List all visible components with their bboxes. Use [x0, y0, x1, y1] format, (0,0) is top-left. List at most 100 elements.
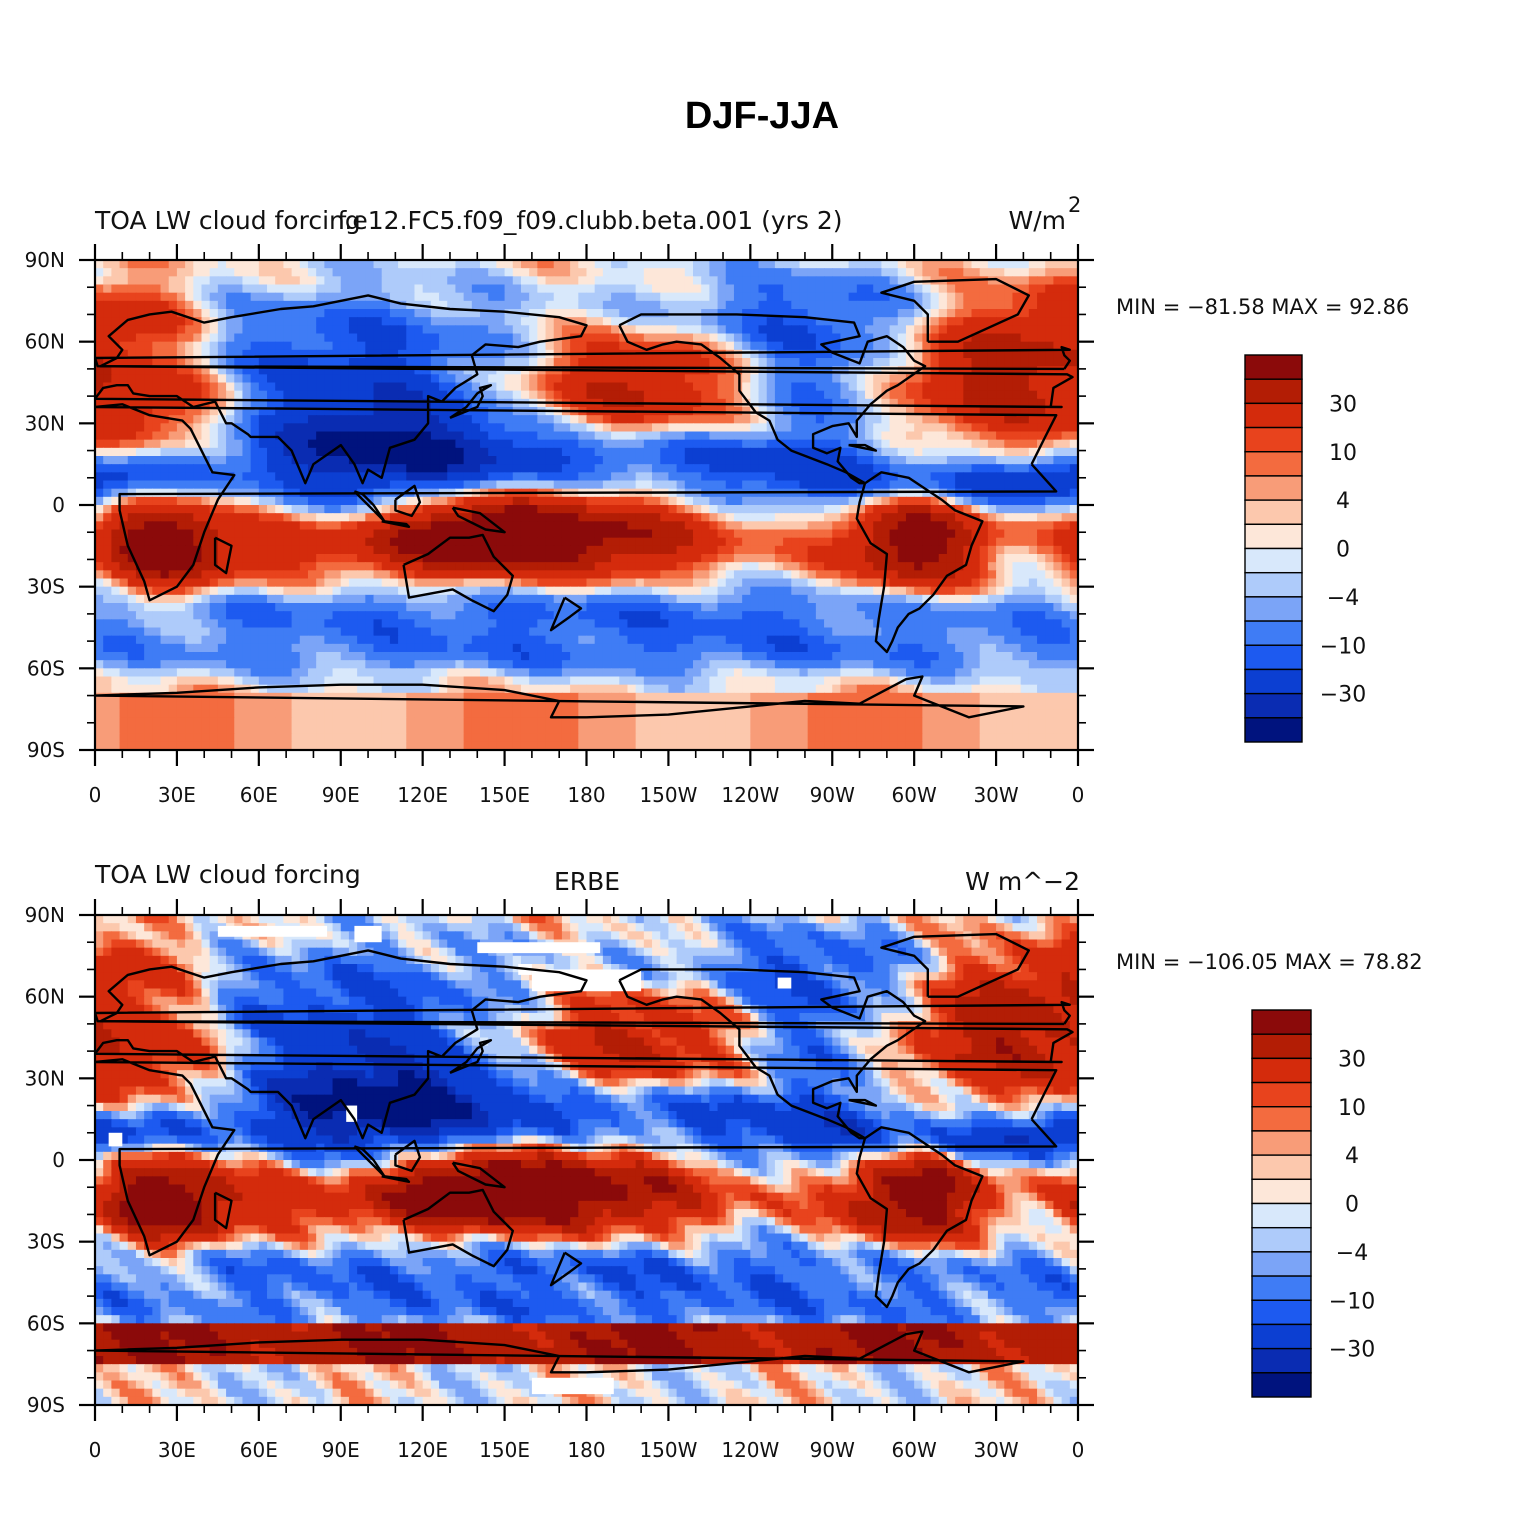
- field-cell: [373, 456, 383, 465]
- field-cell: [496, 586, 506, 596]
- field-cell: [865, 325, 874, 335]
- field-cell: [553, 423, 563, 433]
- field-cell: [258, 521, 268, 531]
- field-cell: [471, 480, 481, 490]
- field-cell: [635, 545, 645, 555]
- field-cell: [316, 268, 325, 277]
- field-cell: [193, 472, 203, 482]
- field-cell: [480, 447, 489, 457]
- field-cell: [561, 537, 571, 547]
- field-cell: [135, 349, 145, 359]
- field-cell: [807, 578, 817, 588]
- field-cell: [627, 594, 637, 604]
- field-cell: [758, 390, 768, 400]
- field-cell: [496, 390, 506, 400]
- field-cell: [439, 594, 448, 604]
- field-cell: [267, 554, 276, 563]
- field-cell: [520, 456, 530, 465]
- field-cell: [717, 537, 727, 547]
- field-cell: [365, 505, 375, 514]
- field-cell: [832, 407, 842, 416]
- field-cell: [226, 578, 235, 588]
- field-cell: [504, 325, 514, 335]
- field-cell: [283, 415, 293, 424]
- field-cell: [742, 456, 751, 465]
- field-cell: [373, 333, 383, 343]
- field-cell: [897, 480, 907, 490]
- field-cell: [357, 578, 366, 588]
- field-cell: [381, 276, 391, 286]
- field-cell: [914, 284, 923, 294]
- field-cell: [340, 513, 350, 522]
- field-cell: [406, 398, 416, 408]
- field-cell: [619, 537, 629, 547]
- field-cell: [586, 300, 596, 310]
- field-cell: [987, 382, 997, 392]
- field-cell: [971, 545, 981, 555]
- field-cell: [512, 554, 522, 563]
- field-cell: [357, 358, 366, 367]
- field-cell: [717, 447, 727, 457]
- field-cell: [930, 349, 940, 359]
- field-cell: [512, 268, 522, 277]
- field-cell: [856, 292, 866, 302]
- field-cell: [897, 496, 907, 506]
- field-cell: [930, 447, 940, 457]
- field-cell: [250, 415, 260, 424]
- field-cell: [283, 537, 293, 547]
- field-cell: [570, 374, 579, 384]
- field-cell: [905, 374, 915, 384]
- field-cell: [594, 537, 604, 547]
- field-cell: [930, 529, 940, 539]
- field-cell: [1053, 325, 1063, 335]
- field-cell: [299, 292, 309, 302]
- field-cell: [439, 439, 448, 449]
- field-cell: [865, 390, 874, 400]
- field-cell: [119, 456, 129, 465]
- field-cell: [611, 513, 620, 522]
- field-cell: [881, 578, 891, 588]
- field-cell: [578, 374, 588, 384]
- field-cell: [783, 480, 792, 490]
- field-cell: [971, 456, 981, 465]
- field-cell: [340, 554, 350, 563]
- panel-units: W/m: [1009, 206, 1067, 235]
- field-cell: [127, 382, 137, 392]
- field-cell: [332, 464, 342, 473]
- field-cell: [324, 578, 334, 588]
- field-cell: [684, 521, 694, 531]
- field-cell: [643, 537, 653, 547]
- field-cell: [1053, 570, 1063, 580]
- field-cell: [717, 374, 727, 384]
- field-cell: [963, 472, 973, 482]
- field-cell: [512, 374, 522, 384]
- field-cell: [471, 333, 481, 343]
- field-cell: [1045, 439, 1055, 449]
- field-cell: [168, 333, 178, 343]
- field-cell: [766, 578, 776, 588]
- field-cell: [144, 545, 153, 555]
- field-cell: [176, 594, 186, 604]
- field-cell: [922, 480, 932, 490]
- field-cell: [635, 439, 645, 449]
- field-cell: [873, 341, 882, 351]
- field-cell: [168, 505, 178, 514]
- field-cell: [938, 554, 948, 563]
- field-cell: [119, 570, 129, 580]
- field-cell: [1061, 521, 1071, 531]
- field-cell: [946, 325, 956, 335]
- field-cell: [365, 341, 375, 351]
- field-cell: [897, 309, 907, 318]
- field-cell: [258, 513, 268, 522]
- field-cell: [766, 309, 776, 318]
- field-cell: [996, 488, 1005, 498]
- field-cell: [365, 578, 375, 588]
- field-cell: [824, 349, 833, 359]
- field-cell: [643, 276, 653, 286]
- field-cell: [504, 529, 514, 539]
- field-cell: [815, 333, 825, 343]
- field-cell: [340, 374, 350, 384]
- field-cell: [652, 325, 661, 335]
- field-cell: [742, 317, 751, 326]
- field-cell: [1045, 554, 1055, 563]
